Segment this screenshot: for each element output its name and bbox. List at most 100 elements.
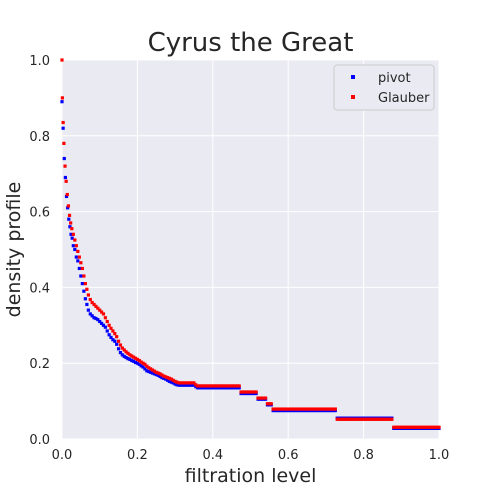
data-point-glauber bbox=[367, 417, 371, 421]
data-point-pivot bbox=[216, 386, 221, 390]
data-point-glauber bbox=[182, 381, 187, 385]
data-point-glauber bbox=[139, 360, 143, 364]
data-point-glauber bbox=[70, 227, 74, 231]
data-point-glauber bbox=[275, 407, 279, 411]
data-point-pivot bbox=[209, 386, 213, 390]
data-point-glauber bbox=[328, 407, 332, 411]
data-point-glauber bbox=[60, 58, 64, 62]
data-point-pivot bbox=[203, 386, 207, 390]
data-point-pivot bbox=[122, 354, 126, 358]
data-point-glauber bbox=[228, 384, 232, 388]
data-point-glauber bbox=[318, 407, 322, 411]
data-point-glauber bbox=[90, 300, 94, 305]
data-point-pivot bbox=[73, 247, 77, 252]
data-point-pivot bbox=[113, 339, 117, 343]
data-point-glauber bbox=[394, 425, 398, 429]
data-point-pivot bbox=[118, 350, 123, 355]
data-point-glauber bbox=[158, 372, 162, 376]
data-point-glauber bbox=[137, 358, 141, 363]
grid-lines bbox=[61, 59, 440, 440]
data-point-glauber bbox=[346, 417, 351, 421]
data-point-glauber bbox=[316, 407, 320, 411]
data-point-glauber bbox=[424, 425, 428, 429]
data-point-glauber bbox=[341, 417, 345, 421]
data-point-glauber bbox=[128, 353, 132, 357]
data-point-glauber bbox=[399, 425, 403, 429]
data-point-pivot bbox=[167, 379, 172, 383]
data-point-glauber bbox=[126, 351, 130, 355]
data-point-glauber bbox=[67, 213, 72, 217]
data-point-pivot bbox=[68, 225, 72, 229]
data-point-glauber bbox=[348, 417, 353, 421]
data-point-pivot bbox=[62, 156, 66, 161]
data-point-pivot bbox=[79, 274, 83, 278]
data-point-glauber bbox=[296, 407, 300, 411]
data-point-glauber bbox=[331, 407, 336, 411]
data-point-pivot bbox=[88, 312, 92, 316]
data-point-glauber bbox=[395, 425, 400, 429]
data-point-glauber bbox=[211, 384, 215, 388]
data-point-glauber bbox=[416, 425, 420, 429]
data-point-glauber bbox=[80, 266, 84, 271]
data-point-glauber bbox=[207, 384, 211, 388]
data-point-pivot bbox=[162, 376, 166, 380]
data-point-pivot bbox=[222, 386, 226, 390]
data-point-pivot bbox=[154, 372, 158, 377]
data-point-pivot bbox=[233, 386, 238, 390]
data-point-glauber bbox=[188, 381, 192, 385]
data-point-pivot bbox=[141, 365, 145, 369]
data-point-glauber bbox=[179, 381, 183, 385]
legend-label-pivot: pivot bbox=[378, 71, 411, 86]
data-point-glauber bbox=[262, 396, 266, 400]
data-point-glauber bbox=[297, 407, 302, 411]
data-point-glauber bbox=[175, 380, 179, 384]
legend: pivot Glauber bbox=[333, 64, 435, 111]
data-point-pivot bbox=[126, 357, 130, 361]
data-point-glauber bbox=[169, 377, 173, 381]
data-point-glauber bbox=[79, 261, 83, 265]
data-point-glauber bbox=[74, 244, 78, 248]
data-point-pivot bbox=[76, 259, 80, 263]
data-point-pivot bbox=[63, 175, 67, 180]
data-point-glauber bbox=[392, 425, 396, 429]
data-point-glauber bbox=[358, 417, 362, 421]
data-point-glauber bbox=[181, 381, 185, 385]
data-point-pivot bbox=[90, 314, 94, 318]
data-point-pivot bbox=[71, 244, 75, 248]
data-point-pivot bbox=[66, 206, 70, 210]
data-point-glauber bbox=[143, 362, 147, 366]
data-point-glauber bbox=[267, 402, 271, 406]
data-point-glauber bbox=[243, 390, 247, 394]
data-point-glauber bbox=[118, 343, 123, 347]
data-point-pivot bbox=[228, 386, 232, 390]
data-point-pivot bbox=[128, 357, 132, 362]
data-point-glauber bbox=[147, 366, 151, 370]
data-point-glauber bbox=[214, 384, 219, 388]
data-point-glauber bbox=[433, 425, 437, 429]
data-point-glauber bbox=[109, 326, 113, 330]
data-point-glauber bbox=[265, 402, 270, 406]
data-point-pivot bbox=[199, 386, 204, 390]
data-point-pivot bbox=[171, 381, 175, 385]
data-point-glauber bbox=[194, 383, 198, 387]
data-point-glauber bbox=[63, 164, 67, 168]
data-point-glauber bbox=[320, 407, 324, 411]
data-point-glauber bbox=[107, 323, 111, 327]
data-point-glauber bbox=[69, 221, 73, 225]
data-point-glauber bbox=[124, 350, 128, 354]
data-point-pivot bbox=[133, 360, 138, 365]
data-point-glauber bbox=[412, 425, 417, 429]
data-point-pivot bbox=[184, 383, 189, 387]
data-point-glauber bbox=[64, 179, 68, 183]
data-point-glauber bbox=[71, 232, 75, 236]
data-point-glauber bbox=[250, 390, 254, 394]
data-point-glauber bbox=[85, 287, 89, 291]
data-point-pivot bbox=[186, 383, 190, 387]
data-point-glauber bbox=[435, 425, 439, 429]
data-point-glauber bbox=[288, 407, 292, 411]
data-point-glauber bbox=[369, 417, 373, 421]
data-point-glauber bbox=[407, 425, 411, 429]
data-point-pivot bbox=[235, 386, 239, 390]
data-point-glauber bbox=[113, 332, 117, 336]
data-point-glauber bbox=[345, 417, 349, 421]
